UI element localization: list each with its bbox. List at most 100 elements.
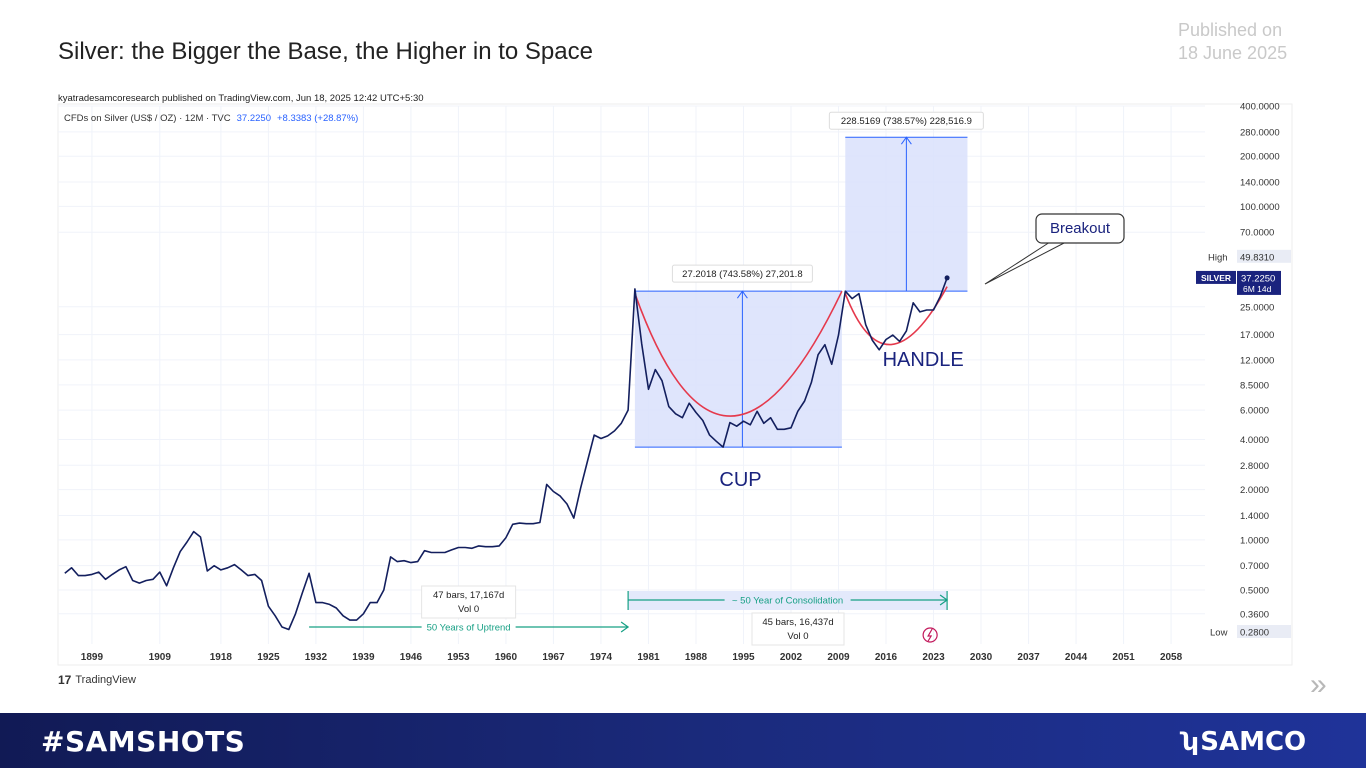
y-tick-label: 2.0000 bbox=[1240, 485, 1269, 496]
handle-label: HANDLE bbox=[883, 349, 964, 371]
last-symbol-tag bbox=[1196, 270, 1236, 284]
silver-price-line bbox=[64, 277, 948, 631]
chart-annotations: 27.2018 (743.58%) 27,201.8 228.5169 (738.… bbox=[309, 111, 1125, 646]
low-tag-label: Low bbox=[1210, 628, 1228, 639]
last-price-dot bbox=[944, 275, 950, 281]
uptrend-label-bg bbox=[421, 620, 516, 633]
chart-grid bbox=[57, 103, 1293, 666]
breakout-label: Breakout bbox=[1050, 220, 1111, 237]
footer-bar: #SAMSHOTS ʮ SAMCO bbox=[0, 713, 1366, 768]
x-tick-label: 1981 bbox=[637, 652, 660, 663]
price-series bbox=[64, 275, 950, 631]
x-tick-label: 1995 bbox=[732, 652, 755, 663]
x-tick-label: 1953 bbox=[447, 652, 470, 663]
low-tag-box bbox=[1237, 625, 1291, 638]
uptrend-arrowhead bbox=[620, 621, 630, 633]
samco-brand-text: SAMCO bbox=[1200, 727, 1307, 757]
consolidation-arrowhead bbox=[939, 594, 949, 606]
consolidation-stats: 45 bars, 16,437d bbox=[762, 617, 833, 628]
y-tick-label: 70.0000 bbox=[1240, 228, 1274, 239]
y-tick-label: 2.8000 bbox=[1240, 461, 1269, 472]
last-symbol-label: SILVER bbox=[1201, 273, 1231, 283]
x-tick-label: 2016 bbox=[875, 652, 898, 663]
uptrend-stats: 47 bars, 17,167d bbox=[433, 590, 504, 601]
low-tag-value: 0.2800 bbox=[1240, 628, 1269, 639]
next-slide-button[interactable]: » bbox=[1310, 668, 1327, 702]
y-tick-label: 200.0000 bbox=[1240, 152, 1280, 163]
slide-title: Silver: the Bigger the Base, the Higher … bbox=[58, 38, 593, 65]
breakout-pointer bbox=[984, 241, 1067, 285]
samco-mark-icon: ʮ bbox=[1182, 728, 1199, 756]
uptrend-label: 50 Years of Uptrend bbox=[427, 623, 511, 634]
uptrend-vol: Vol 0 bbox=[458, 604, 479, 615]
double-chevron-right-icon: » bbox=[1310, 668, 1327, 701]
tradingview-watermark-text: TradingView bbox=[75, 674, 136, 686]
flash-event-icon bbox=[922, 627, 938, 643]
footer-hashtag: #SAMSHOTS bbox=[41, 725, 246, 758]
x-tick-label: 1967 bbox=[542, 652, 565, 663]
uptrend-stats-box bbox=[421, 585, 517, 619]
x-tick-label: 1974 bbox=[590, 652, 613, 663]
cup-box bbox=[634, 291, 842, 448]
handle-curve bbox=[844, 286, 948, 346]
consolidation-stats-box bbox=[751, 612, 845, 646]
x-tick-label: 1899 bbox=[81, 652, 104, 663]
tradingview-logo-icon: 17 bbox=[58, 673, 72, 687]
y-tick-label: 400.0000 bbox=[1240, 102, 1280, 113]
y-tick-label: 17.0000 bbox=[1240, 330, 1274, 341]
silver-chart: 27.2018 (743.58%) 27,201.8 228.5169 (738.… bbox=[57, 93, 1293, 666]
cup-measure-box bbox=[671, 264, 813, 283]
x-tick-label: 2030 bbox=[970, 652, 993, 663]
x-tick-label: 2009 bbox=[827, 652, 850, 663]
x-tick-label: 1925 bbox=[257, 652, 280, 663]
target-measure-arrowhead bbox=[900, 136, 912, 145]
cup-label: CUP bbox=[719, 469, 761, 491]
high-tag-value: 49.8310 bbox=[1240, 252, 1274, 263]
pattern-boxes bbox=[634, 136, 968, 448]
symbol-change: +8.3383 (+28.87%) bbox=[277, 113, 358, 124]
y-tick-label: 140.0000 bbox=[1240, 178, 1280, 189]
x-tick-label: 2058 bbox=[1160, 652, 1183, 663]
y-tick-label: 0.7000 bbox=[1240, 561, 1269, 572]
published-line-1: Published on bbox=[1178, 20, 1283, 40]
chart-axes: 1899 1909 1918 1925 1932 1939 1946 1953 1960 1967… bbox=[81, 102, 1291, 663]
x-tick-label: 2023 bbox=[922, 652, 945, 663]
y-tick-label: 25.0000 bbox=[1240, 302, 1274, 313]
x-tick-label: 1946 bbox=[400, 652, 423, 663]
flash-bolt-icon bbox=[927, 628, 933, 642]
tradingview-watermark: 17 TradingView bbox=[58, 673, 136, 687]
symbol-label: CFDs on Silver (US$ / OZ) · 12M · TVC bbox=[64, 113, 231, 124]
x-tick-label: 1909 bbox=[149, 652, 172, 663]
y-tick-label: 6.0000 bbox=[1240, 406, 1269, 417]
last-value-label: 37.2250 bbox=[1241, 273, 1275, 284]
y-tick-label: 280.0000 bbox=[1240, 127, 1280, 138]
consolidation-label-bg bbox=[724, 593, 851, 606]
chart-symbol-line: CFDs on Silver (US$ / OZ) · 12M · TVC 37.… bbox=[64, 113, 358, 124]
chart-header: kyatradesamcoresearch published on Tradi… bbox=[58, 93, 424, 124]
target-measure-box bbox=[828, 111, 984, 130]
published-date: Published on 18 June 2025 bbox=[1178, 19, 1287, 65]
cup-curve bbox=[634, 290, 843, 417]
x-tick-label: 2002 bbox=[780, 652, 803, 663]
y-tick-label: 12.0000 bbox=[1240, 355, 1274, 366]
x-tick-label: 1960 bbox=[495, 652, 518, 663]
high-tag-label: High bbox=[1208, 252, 1228, 263]
y-tick-label: 1.0000 bbox=[1240, 535, 1269, 546]
cup-measure-arrowhead bbox=[736, 290, 748, 299]
samco-logo: ʮ SAMCO bbox=[1182, 727, 1306, 757]
x-tick-label: 2044 bbox=[1065, 652, 1088, 663]
y-tick-label: 4.0000 bbox=[1240, 435, 1269, 446]
x-tick-label: 2051 bbox=[1112, 652, 1135, 663]
y-tick-label: 100.0000 bbox=[1240, 202, 1280, 213]
high-tag-box bbox=[1237, 249, 1291, 263]
chart-publisher-line: kyatradesamcoresearch published on Tradi… bbox=[58, 93, 424, 104]
symbol-last-price: 37.2250 bbox=[237, 113, 271, 124]
y-tick-label: 8.5000 bbox=[1240, 380, 1269, 391]
consolidation-label: ~ 50 Year of Consolidation bbox=[732, 596, 843, 607]
cup-measure-label: 27.2018 (743.58%) 27,201.8 bbox=[682, 269, 802, 280]
target-measure-label: 228.5169 (738.57%) 228,516.9 bbox=[841, 116, 972, 127]
x-tick-label: 1932 bbox=[305, 652, 328, 663]
y-tick-label: 0.5000 bbox=[1240, 586, 1269, 597]
breakout-callout-box bbox=[1035, 213, 1125, 244]
last-countdown-label: 6M 14d bbox=[1243, 284, 1272, 294]
